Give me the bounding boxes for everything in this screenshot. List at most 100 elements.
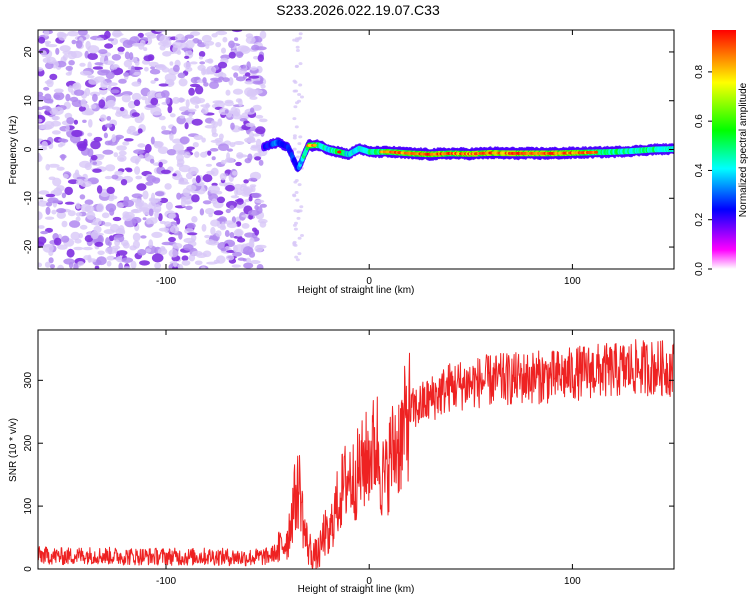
noise-blob bbox=[138, 154, 145, 160]
noise-blob bbox=[259, 203, 267, 208]
noise-blob bbox=[187, 108, 197, 113]
noise-blob bbox=[199, 208, 205, 216]
noise-blob bbox=[188, 113, 193, 118]
noise-blob bbox=[188, 166, 199, 175]
noise-blob bbox=[295, 45, 300, 49]
noise-blob bbox=[90, 140, 101, 150]
noise-blob bbox=[292, 147, 297, 151]
noise-blob bbox=[84, 87, 91, 97]
noise-blob bbox=[257, 54, 264, 62]
noise-blob bbox=[189, 61, 198, 65]
noise-blob bbox=[80, 203, 91, 212]
noise-blob bbox=[189, 97, 200, 103]
noise-blob bbox=[252, 227, 257, 233]
noise-blob bbox=[202, 77, 207, 84]
noise-blob bbox=[240, 46, 251, 54]
noise-blob bbox=[46, 78, 54, 88]
noise-blob bbox=[84, 199, 94, 205]
noise-blob bbox=[148, 61, 159, 67]
noise-blob bbox=[250, 144, 262, 149]
noise-blob bbox=[121, 94, 131, 103]
noise-blob bbox=[61, 235, 70, 243]
noise-blob bbox=[200, 151, 208, 158]
noise-blob bbox=[129, 130, 139, 136]
noise-blob bbox=[245, 257, 251, 263]
noise-blob bbox=[38, 236, 47, 245]
noise-blob bbox=[179, 136, 190, 145]
noise-blob bbox=[245, 36, 256, 44]
noise-blob bbox=[51, 115, 60, 121]
noise-blob bbox=[252, 133, 261, 137]
noise-blob bbox=[231, 30, 243, 33]
noise-blob bbox=[48, 163, 60, 168]
noise-blob bbox=[53, 88, 64, 94]
noise-blob bbox=[61, 138, 69, 143]
noise-blob bbox=[67, 51, 77, 60]
noise-blob bbox=[292, 240, 297, 244]
ridge-core bbox=[312, 143, 317, 147]
chart-title: S233.2026.022.19.07.C33 bbox=[276, 2, 440, 18]
noise-blob bbox=[185, 66, 193, 72]
noise-blob bbox=[254, 244, 264, 253]
noise-blob bbox=[144, 152, 151, 161]
noise-blob bbox=[123, 266, 131, 269]
noise-blob bbox=[297, 142, 302, 146]
noise-blob bbox=[259, 221, 267, 228]
noise-blob bbox=[249, 131, 254, 139]
noise-blob bbox=[38, 200, 49, 207]
noise-blob bbox=[249, 96, 258, 100]
noise-blob bbox=[118, 262, 123, 269]
noise-blob bbox=[193, 134, 203, 140]
noise-blob bbox=[244, 158, 252, 164]
noise-blob bbox=[169, 225, 180, 234]
noise-blob bbox=[176, 217, 181, 225]
noise-blob bbox=[211, 33, 218, 38]
noise-blob bbox=[228, 40, 235, 49]
noise-blob bbox=[69, 96, 79, 102]
noise-blob bbox=[38, 118, 43, 123]
noise-blob bbox=[111, 106, 121, 110]
noise-blob bbox=[249, 260, 261, 264]
noise-blob bbox=[215, 30, 228, 36]
x-tick-label: -100 bbox=[156, 276, 176, 287]
noise-blob bbox=[53, 187, 63, 196]
noise-blob bbox=[176, 158, 185, 166]
noise-blob bbox=[182, 187, 191, 197]
noise-blob bbox=[295, 49, 300, 52]
noise-blob bbox=[38, 262, 43, 268]
noise-blob bbox=[104, 43, 114, 49]
noise-blob bbox=[67, 31, 79, 37]
noise-blob bbox=[178, 181, 190, 185]
noise-blob bbox=[201, 224, 207, 232]
noise-blob bbox=[107, 99, 116, 107]
noise-blob bbox=[105, 71, 115, 80]
noise-blob bbox=[159, 45, 166, 51]
noise-blob bbox=[151, 231, 163, 238]
noise-blob bbox=[158, 115, 166, 121]
noise-blob bbox=[122, 39, 134, 48]
noise-blob bbox=[64, 201, 75, 205]
noise-blob bbox=[172, 260, 178, 268]
noise-blob bbox=[215, 230, 222, 237]
noise-blob bbox=[209, 81, 219, 89]
noise-blob bbox=[248, 75, 260, 79]
noise-blob bbox=[165, 96, 171, 105]
noise-blob bbox=[293, 227, 298, 231]
noise-blob bbox=[296, 150, 301, 154]
noise-blob bbox=[215, 42, 222, 48]
noise-blob bbox=[81, 110, 94, 116]
noise-blob bbox=[73, 263, 79, 269]
spectrogram-x-axis-title: Height of straight line (km) bbox=[298, 285, 415, 296]
noise-blob bbox=[106, 82, 118, 86]
noise-blob bbox=[220, 221, 226, 230]
noise-blob bbox=[236, 204, 245, 209]
noise-blob bbox=[106, 255, 116, 261]
noise-blob bbox=[161, 125, 167, 131]
noise-blob bbox=[46, 44, 58, 48]
noise-blob bbox=[103, 222, 112, 227]
noise-blob bbox=[245, 122, 255, 127]
noise-blob bbox=[105, 164, 116, 172]
noise-blob bbox=[45, 193, 56, 198]
noise-blob bbox=[141, 96, 148, 101]
noise-blob bbox=[252, 104, 262, 111]
